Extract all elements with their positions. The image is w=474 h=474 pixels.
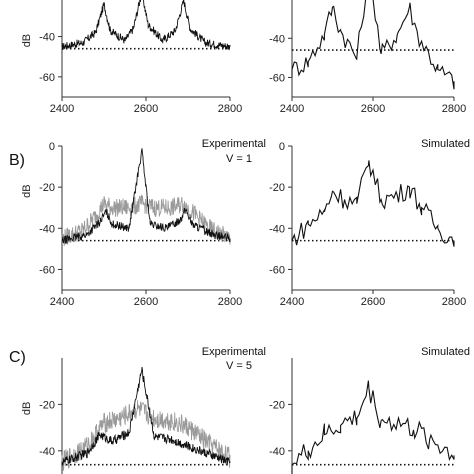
- y-tick-label: -40: [269, 33, 285, 45]
- y-tick-label: -60: [39, 264, 55, 276]
- y-tick-label: -40: [269, 223, 285, 235]
- y-tick-label: -20: [269, 399, 285, 411]
- simulated-label-b: Simulated: [421, 138, 470, 150]
- panel-B-exp: 0 -20 -40 -60 2400 2600 2800 dB: [21, 141, 242, 308]
- y-axis-label: dB: [21, 402, 33, 415]
- x-tick-label: 2600: [361, 103, 385, 115]
- panel-label-b: B): [9, 152, 25, 169]
- x-tick-label: 2600: [361, 296, 385, 308]
- panel-C-sim: -20 -40: [269, 358, 455, 474]
- panel-C-exp: -20 -40 dB: [21, 358, 231, 474]
- series-line-0: [291, 380, 455, 474]
- experimental-label-b: Experimental: [202, 138, 266, 150]
- simulated-label-c: Simulated: [421, 346, 470, 358]
- y-axis-label: dB: [21, 34, 33, 47]
- v5-label: V = 5: [226, 360, 252, 372]
- y-tick-label: 0: [49, 141, 55, 153]
- x-tick-label: 2400: [50, 103, 74, 115]
- y-tick-label: -40: [39, 446, 55, 458]
- y-tick-label: -40: [269, 446, 285, 458]
- x-tick-label: 2400: [280, 103, 304, 115]
- x-tick-label: 2600: [134, 296, 158, 308]
- y-tick-label: -40: [39, 223, 55, 235]
- y-tick-label: -20: [39, 399, 55, 411]
- y-tick-label: -20: [39, 182, 55, 194]
- x-tick-label: 2800: [442, 103, 466, 115]
- x-tick-label: 2600: [134, 103, 158, 115]
- y-axis-label: dB: [21, 184, 33, 197]
- panel-B-sim: 0 -20 -40 -60 2400 2600 2800: [269, 141, 466, 308]
- series-line-0: [291, 160, 455, 247]
- y-tick-label: -40: [39, 32, 55, 44]
- x-tick-label: 2800: [218, 296, 242, 308]
- panel-A-exp: -40 -60 2400 2600 2800 dB: [21, 0, 242, 115]
- series-line-0: [61, 0, 231, 51]
- x-tick-label: 2400: [50, 296, 74, 308]
- x-tick-label: 2800: [218, 103, 242, 115]
- v1-label: V = 1: [226, 153, 252, 165]
- series-line-0: [61, 400, 231, 471]
- panel-A-sim: -40 -60 2400 2600 2800: [269, 0, 466, 115]
- series-line-0: [61, 194, 231, 246]
- panel-label-c: C): [9, 349, 26, 366]
- series-line-1: [61, 148, 231, 244]
- y-tick-label: -60: [269, 72, 285, 84]
- series-line-0: [291, 0, 455, 90]
- x-tick-label: 2400: [280, 296, 304, 308]
- series-line-1: [61, 366, 231, 466]
- y-tick-label: -60: [39, 72, 55, 84]
- y-tick-label: 0: [279, 141, 285, 153]
- y-tick-label: -20: [269, 182, 285, 194]
- y-tick-label: -60: [269, 264, 285, 276]
- experimental-label-c: Experimental: [202, 346, 266, 358]
- x-tick-label: 2800: [442, 296, 466, 308]
